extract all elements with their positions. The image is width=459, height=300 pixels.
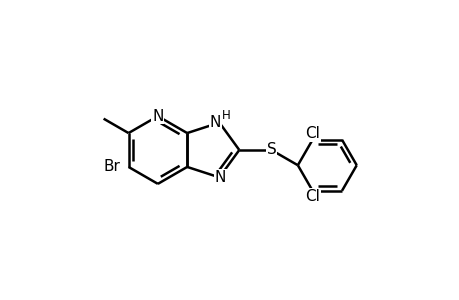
Text: S: S xyxy=(266,142,276,158)
Text: Cl: Cl xyxy=(304,189,319,204)
Text: Br: Br xyxy=(104,159,121,174)
Text: N: N xyxy=(214,170,226,185)
Text: Cl: Cl xyxy=(304,126,319,141)
Text: H: H xyxy=(221,109,230,122)
Text: N: N xyxy=(152,109,163,124)
Text: N: N xyxy=(209,115,220,130)
